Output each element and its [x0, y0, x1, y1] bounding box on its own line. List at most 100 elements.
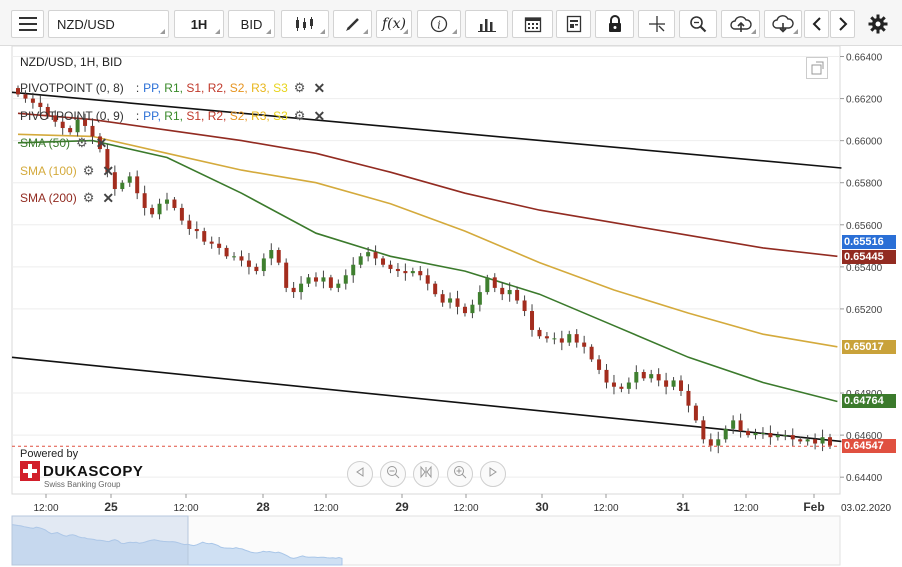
svg-text:i: i	[437, 19, 441, 32]
download-button[interactable]	[764, 10, 802, 38]
settings-button[interactable]	[862, 10, 894, 38]
candle-body	[544, 336, 549, 339]
candle-body	[604, 369, 609, 383]
report-button[interactable]	[556, 10, 591, 38]
candle-body	[254, 266, 259, 272]
x-tick-label: 29	[395, 500, 409, 514]
x-tick-label: 12:00	[173, 503, 198, 514]
candle-body	[142, 193, 147, 208]
candle-body	[202, 231, 207, 242]
swiss-cross-icon	[20, 461, 40, 481]
triangle-left-icon	[354, 465, 366, 483]
draw-button[interactable]	[333, 10, 372, 38]
side-selector[interactable]: BID	[228, 10, 275, 38]
price-tag: 0.64547	[842, 439, 896, 454]
candle-body	[619, 386, 624, 389]
scroll-right-button[interactable]	[480, 461, 506, 487]
next-button[interactable]	[830, 10, 855, 38]
pivot-item-pp: PP,	[143, 81, 161, 95]
trend-line[interactable]	[11, 91, 842, 169]
close-icon[interactable]: ✕	[313, 80, 326, 96]
powered-by-label: Powered by	[20, 448, 79, 460]
sma-lines	[17, 112, 838, 403]
gear-icon	[868, 14, 888, 34]
function-icon: f(x)	[381, 16, 406, 32]
candle-body	[820, 437, 825, 444]
chart-type-button[interactable]	[281, 10, 329, 38]
upload-button[interactable]	[721, 10, 760, 38]
candle-body	[679, 380, 684, 391]
zoom-out-button[interactable]	[380, 461, 406, 487]
zoom-out-icon	[386, 465, 400, 484]
gear-icon[interactable]: ⚙	[82, 190, 95, 205]
bar-chart-button[interactable]	[465, 10, 508, 38]
zoom-button[interactable]	[679, 10, 717, 38]
price-chart[interactable]: 0.66400 0.66200 0.66000 0.65800 0.65600 0.654…	[0, 46, 902, 567]
x-tick-label: 30	[535, 500, 549, 514]
timeframe-value: 1H	[190, 16, 208, 32]
navigator-window[interactable]	[11, 515, 189, 566]
candle-body	[343, 275, 348, 284]
y-tick-label: 0.64600	[846, 431, 883, 442]
close-icon[interactable]: ✕	[313, 108, 326, 124]
candle-body	[23, 94, 28, 99]
candle-body	[656, 374, 661, 381]
candle-body	[753, 433, 758, 436]
candle-body	[611, 382, 616, 387]
candle-body	[485, 277, 490, 293]
y-tick-label: 0.65400	[846, 263, 883, 274]
y-tick-label: 0.65800	[846, 179, 883, 190]
gear-icon[interactable]: ⚙	[82, 163, 95, 178]
fit-button[interactable]	[413, 461, 439, 487]
close-icon[interactable]: ✕	[95, 135, 108, 151]
brand-name: DUKASCOPY	[43, 462, 144, 480]
y-tick-label: 0.64400	[846, 473, 883, 484]
x-tick-label: 31	[676, 500, 690, 514]
candle-body	[716, 439, 721, 446]
candle-body	[373, 252, 378, 259]
x-tick-label: Feb	[803, 500, 824, 514]
gear-icon[interactable]: ⚙	[293, 80, 306, 95]
crosshair-button[interactable]	[638, 10, 675, 38]
x-tick-label: 03.02.2020	[841, 503, 891, 514]
x-tick-label: 12:00	[453, 503, 478, 514]
price-tag: 0.64764	[842, 393, 896, 408]
next-icon	[838, 16, 848, 32]
info-button[interactable]: i	[417, 10, 461, 38]
candle-body	[68, 128, 73, 133]
y-tick-label: 0.66200	[846, 95, 883, 106]
prev-button[interactable]	[804, 10, 829, 38]
calendar-icon	[524, 15, 542, 33]
candle-body	[492, 277, 497, 288]
indicators-button[interactable]: f(x)	[376, 10, 412, 38]
candle-body	[760, 433, 765, 435]
candle-body	[641, 372, 646, 379]
sma-legend-100: SMA (100) ⚙ ✕	[20, 163, 114, 179]
close-icon[interactable]: ✕	[102, 163, 115, 179]
close-icon[interactable]: ✕	[102, 190, 115, 206]
pivot-legend-1: PIVOTPOINT (0, 8) : PP, R1, S1, R2, S2, …	[20, 80, 325, 96]
expand-button[interactable]	[806, 57, 828, 79]
calendar-button[interactable]	[512, 10, 553, 38]
navigator[interactable]	[11, 515, 841, 566]
gear-icon[interactable]: ⚙	[293, 108, 306, 123]
candle-body	[790, 435, 795, 440]
timeframe-selector[interactable]: 1H	[174, 10, 224, 38]
candle-body	[60, 121, 65, 129]
candle-body	[634, 372, 639, 383]
menu-button[interactable]	[11, 10, 44, 38]
candle-body	[127, 176, 132, 183]
pivot-item-r2: R2,	[207, 109, 227, 123]
zoom-in-button[interactable]	[447, 461, 473, 487]
candle-body	[276, 250, 281, 263]
gear-icon[interactable]: ⚙	[76, 135, 88, 150]
lock-button[interactable]	[595, 10, 634, 38]
candle-body	[97, 136, 102, 150]
plot-area	[11, 46, 841, 495]
candle-body	[164, 199, 169, 204]
sma-legend-50: SMA (50) ⚙ ✕	[20, 135, 107, 151]
candle-body	[16, 88, 20, 95]
instrument-selector[interactable]: NZD/USD	[48, 10, 169, 38]
candle-body	[135, 176, 140, 194]
scroll-left-button[interactable]	[347, 461, 373, 487]
